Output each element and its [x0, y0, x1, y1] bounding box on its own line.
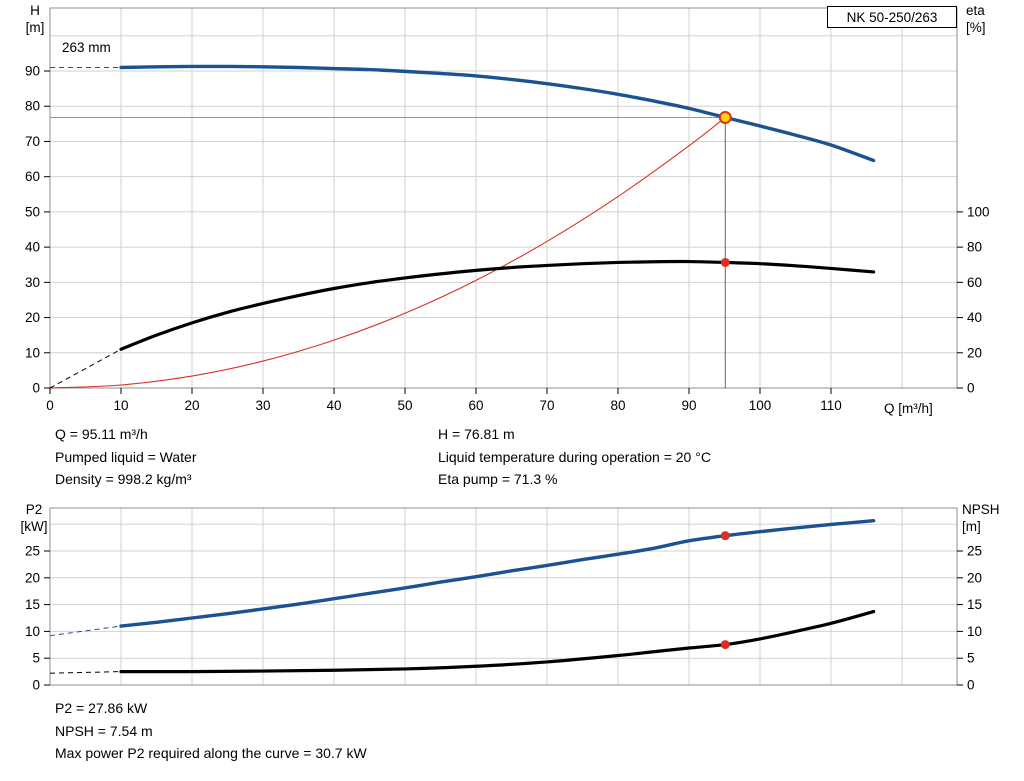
- x-tick-label: 80: [610, 398, 625, 413]
- y-tick-label: 15: [25, 597, 40, 612]
- x-tick-label: 10: [113, 398, 128, 413]
- y-tick-label: 10: [25, 624, 40, 639]
- y-left-axis-label: H [m]: [20, 2, 50, 36]
- bottom-annotations: P2 = 27.86 kW NPSH = 7.54 m Max power P2…: [55, 697, 367, 765]
- mid-annotations-right: H = 76.81 m Liquid temperature during op…: [438, 423, 711, 491]
- x-tick-label: 40: [326, 398, 341, 413]
- y-tick-label: 0: [32, 678, 40, 693]
- npsh-axis-name: NPSH: [962, 502, 1000, 517]
- y-tick-label: 5: [32, 651, 40, 666]
- y2-tick-label: 20: [967, 570, 982, 585]
- y-tick-label: 50: [25, 204, 40, 219]
- p2-axis-name: P2: [25, 502, 43, 517]
- y2-tick-label: 0: [967, 381, 975, 396]
- annotation-pumped-liquid: Pumped liquid = Water: [55, 448, 197, 465]
- efficiency-curve: [119, 259, 876, 351]
- p2-lead-dashed: [49, 625, 122, 637]
- y2-tick-label: 20: [967, 345, 982, 360]
- duty-point-marker: [718, 110, 732, 124]
- annotation-eta-pump: Eta pump = 71.3 %: [438, 471, 558, 487]
- annotation-npsh: NPSH = 7.54 m: [55, 722, 153, 739]
- axis-ticks: 0 5 10 15 20 25 0 5 10 15 20 25: [25, 544, 982, 693]
- y-tick-label: 25: [25, 544, 40, 559]
- y-tick-label: 10: [25, 345, 40, 360]
- y2-tick-label: 0: [967, 678, 975, 693]
- efficiency-lead-dashed: [49, 348, 122, 389]
- duty-parabola-curve: [49, 116, 726, 389]
- eta-axis-name: eta: [966, 3, 985, 18]
- head-curve: [119, 64, 876, 163]
- npsh-point-marker: [720, 640, 730, 650]
- p2-axis-unit: [kW]: [20, 519, 48, 534]
- h-axis-unit: [m]: [25, 20, 45, 35]
- npsh-axis-label: NPSH [m]: [962, 501, 1008, 535]
- efficiency-point-marker: [720, 257, 730, 267]
- p2-point-marker: [720, 531, 730, 541]
- x-tick-label: 70: [539, 398, 554, 413]
- plot-frame: [49, 507, 958, 686]
- y2-tick-label: 100: [967, 204, 990, 219]
- annotation-flow: Q = 95.11 m³/h: [55, 426, 148, 442]
- plot-frame: [49, 7, 958, 389]
- pump-type-box: NK 50-250/263: [827, 6, 957, 28]
- y2-tick-label: 60: [967, 275, 982, 290]
- x-axis-label: Q [m³/h]: [884, 401, 933, 416]
- p2-axis-label: P2 [kW]: [14, 501, 54, 535]
- impeller-diameter-label: 263 mm: [62, 40, 111, 55]
- y2-tick-label: 5: [967, 651, 975, 666]
- y-tick-label: 90: [25, 64, 40, 79]
- annotation-p2: P2 = 27.86 kW: [55, 700, 148, 716]
- y2-tick-label: 25: [967, 544, 982, 559]
- x-tick-label: 20: [184, 398, 199, 413]
- grid: [50, 8, 957, 388]
- npsh-axis-unit: [m]: [962, 519, 981, 534]
- annotation-max-power: Max power P2 required along the curve = …: [55, 745, 367, 761]
- y-right-axis-label: eta [%]: [966, 2, 1002, 36]
- annotation-head: H = 76.81 m: [438, 426, 515, 442]
- y-tick-label: 60: [25, 169, 40, 184]
- annotation-liquid-temperature: Liquid temperature during operation = 20…: [438, 448, 711, 465]
- annotation-density: Density = 998.2 kg/m³: [55, 471, 192, 487]
- y-tick-label: 20: [25, 570, 40, 585]
- mid-annotations-left: Q = 95.11 m³/h Pumped liquid = Water Den…: [55, 423, 197, 491]
- x-tick-label: 100: [749, 398, 772, 413]
- x-tick-label: 110: [820, 398, 842, 413]
- x-tick-label: 30: [255, 398, 270, 413]
- eta-axis-unit: [%]: [966, 20, 986, 35]
- y-tick-label: 40: [25, 240, 40, 255]
- y2-tick-label: 10: [967, 624, 982, 639]
- axis-ticks: 0 10 20 30 40 50 60 70 80 90 100 110 0 10 20 30 40 50 60 70…: [25, 64, 990, 413]
- x-tick-label: 50: [397, 398, 412, 413]
- y2-tick-label: 40: [967, 310, 982, 325]
- grid: [50, 508, 957, 685]
- npsh-lead-dashed: [49, 671, 122, 674]
- y-tick-label: 20: [25, 310, 40, 325]
- x-tick-label: 90: [681, 398, 696, 413]
- y2-tick-label: 15: [967, 597, 982, 612]
- y-tick-label: 0: [32, 381, 40, 396]
- p2-curve: [119, 519, 876, 628]
- y-tick-label: 80: [25, 99, 40, 114]
- x-tick-label: 60: [468, 398, 483, 413]
- x-tick-label: 0: [46, 398, 54, 413]
- npsh-curve: [119, 609, 876, 674]
- y-tick-label: 70: [25, 134, 40, 149]
- y-tick-label: 30: [25, 275, 40, 290]
- h-axis-name: H: [30, 3, 40, 18]
- y2-tick-label: 80: [967, 240, 982, 255]
